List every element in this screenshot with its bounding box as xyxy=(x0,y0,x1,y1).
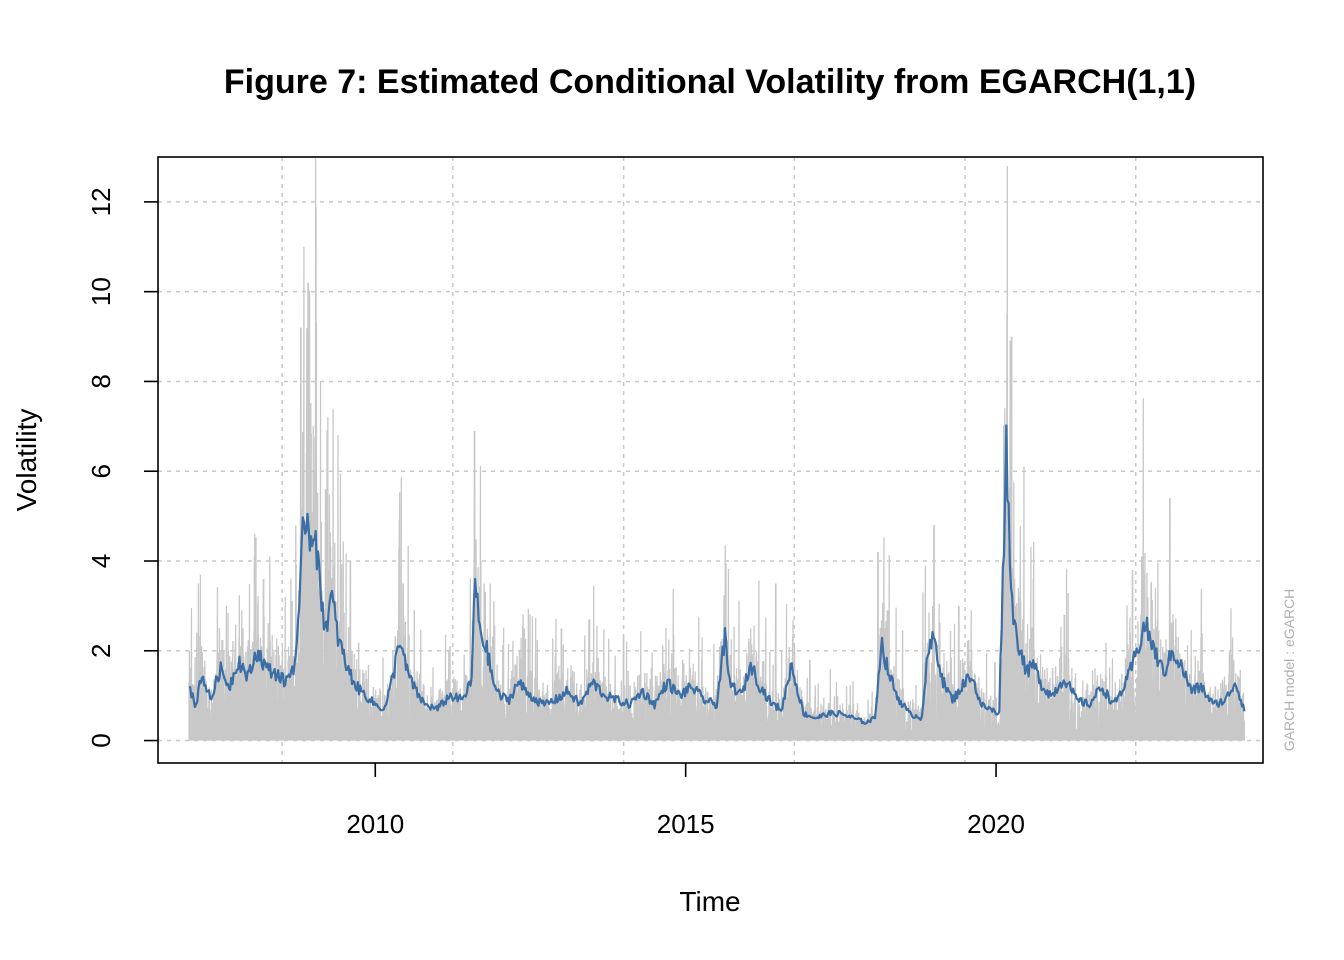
y-tick-label: 2 xyxy=(86,644,116,658)
y-tick-label: 8 xyxy=(86,374,116,388)
x-tick-label: 2010 xyxy=(346,809,404,839)
model-watermark: GARCH model : eGARCH xyxy=(1281,589,1297,752)
conditional-volatility-series xyxy=(188,424,1246,725)
absolute-returns-line xyxy=(188,158,1246,743)
x-tick-label: 2020 xyxy=(967,809,1025,839)
plot-border xyxy=(157,156,1264,764)
x-tick-label: 2015 xyxy=(657,809,715,839)
y-axis-label: Volatility xyxy=(11,409,42,512)
conditional-volatility-line xyxy=(188,424,1246,725)
y-tick-label: 6 xyxy=(86,464,116,478)
y-tick-label: 10 xyxy=(86,277,116,306)
y-tick-label: 4 xyxy=(86,554,116,568)
y-tick-label: 0 xyxy=(86,733,116,747)
x-axis-label: Time xyxy=(679,886,740,917)
y-tick-label: 12 xyxy=(86,187,116,216)
absolute-returns-series xyxy=(188,158,1246,743)
axes: 2010 2015 2020 0 2 4 6 8 10 12 xyxy=(86,156,1264,839)
chart-title: Figure 7: Estimated Conditional Volatili… xyxy=(224,63,1196,101)
